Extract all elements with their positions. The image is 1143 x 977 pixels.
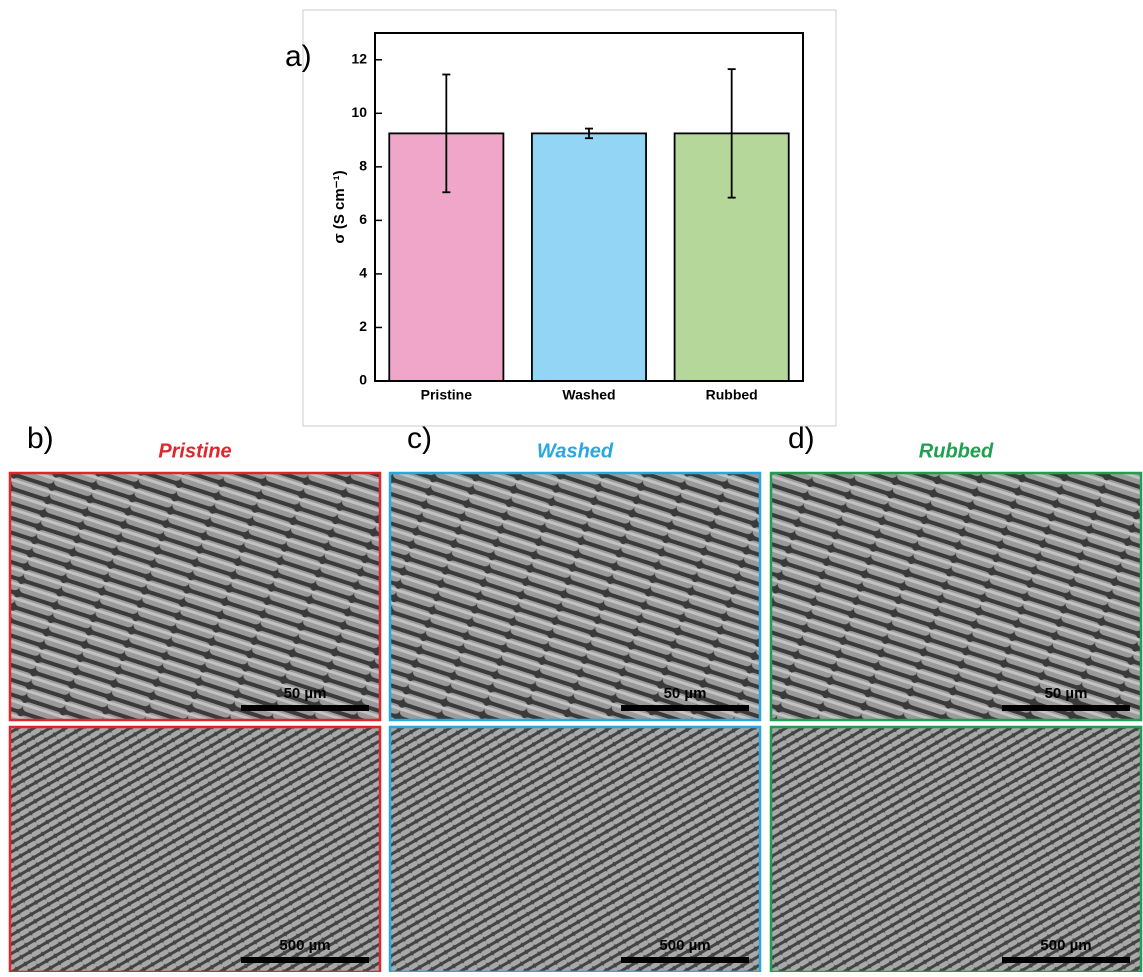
panel-label: a): [285, 40, 312, 73]
sem-image: [390, 727, 760, 972]
y-tick-label: 8: [359, 158, 367, 174]
y-axis-label: σ (S cm⁻¹): [331, 170, 348, 243]
scale-bar-label: 50 µm: [1045, 685, 1088, 702]
x-tick-label: Washed: [562, 387, 615, 403]
panel-title: Washed: [537, 440, 614, 462]
scale-bar-label: 50 µm: [284, 685, 327, 702]
sem-image: [10, 473, 380, 720]
scale-bar-label: 500 µm: [279, 937, 330, 954]
panel-label: c): [407, 422, 432, 455]
scale-bar-label: 50 µm: [664, 685, 707, 702]
panel-title: Pristine: [158, 440, 231, 462]
panel-title: Rubbed: [919, 440, 994, 462]
bar: [532, 133, 646, 381]
sem-image: [10, 727, 380, 972]
sem-image: [390, 473, 760, 720]
y-tick-label: 2: [359, 318, 367, 334]
y-tick-label: 10: [351, 104, 367, 120]
sem-image: [771, 473, 1141, 720]
x-tick-label: Rubbed: [706, 387, 758, 403]
figure: a) σ (S cm⁻¹) 0 2 4 6 8 10 12 Pristine Washed Rub…: [0, 0, 1143, 972]
panel-label: d): [788, 422, 815, 455]
scale-bar-label: 500 µm: [659, 937, 710, 954]
panel-label: b): [27, 422, 54, 455]
y-tick-label: 0: [359, 372, 367, 388]
sem-image: [771, 727, 1141, 972]
x-tick-label: Pristine: [421, 387, 473, 403]
y-tick-label: 12: [351, 50, 367, 66]
y-tick-label: 4: [359, 265, 367, 281]
scale-bar-label: 500 µm: [1040, 937, 1091, 954]
y-tick-label: 6: [359, 211, 367, 227]
